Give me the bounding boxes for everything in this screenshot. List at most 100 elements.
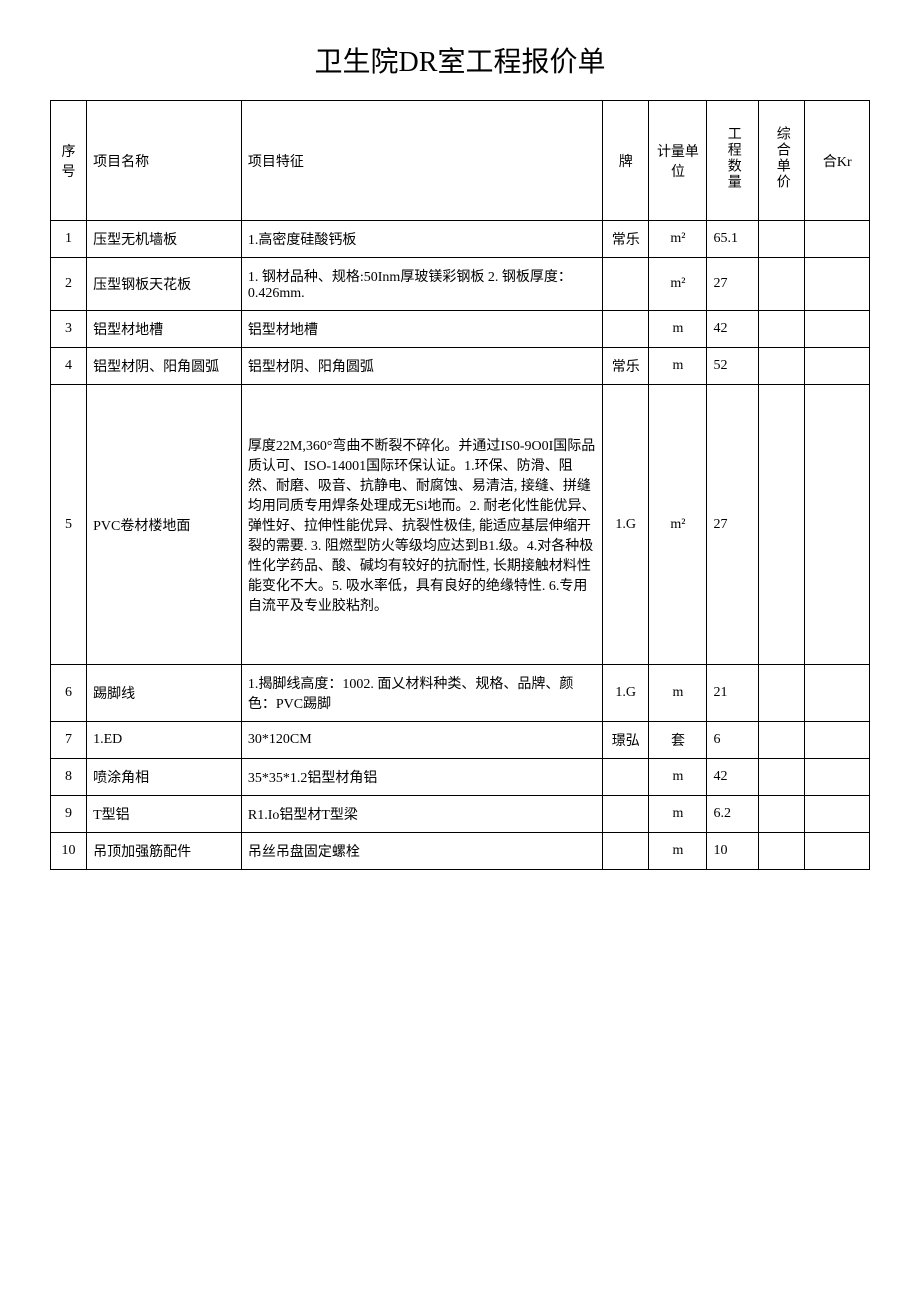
- cell-price: [759, 221, 805, 258]
- cell-seq: 1: [51, 221, 87, 258]
- cell-name: 吊顶加强筋配件: [87, 833, 242, 870]
- header-qty: 工程数量: [707, 101, 759, 221]
- cell-qty: 21: [707, 665, 759, 722]
- table-row: 10 吊顶加强筋配件 吊丝吊盘固定螺栓 m 10: [51, 833, 870, 870]
- cell-seq: 4: [51, 348, 87, 385]
- table-row: 9 T型铝 R1.Io铝型材T型梁 m 6.2: [51, 796, 870, 833]
- cell-seq: 9: [51, 796, 87, 833]
- cell-unit: m: [649, 759, 707, 796]
- cell-seq: 6: [51, 665, 87, 722]
- table-row: 2 压型钢板天花板 1. 钢材品种、规格:50Inm厚玻镁彩钢板 2. 钢板厚度…: [51, 258, 870, 311]
- cell-name: 喷涂角相: [87, 759, 242, 796]
- cell-total: [805, 221, 870, 258]
- cell-qty: 42: [707, 759, 759, 796]
- cell-name: 踢脚线: [87, 665, 242, 722]
- cell-qty: 52: [707, 348, 759, 385]
- cell-seq: 2: [51, 258, 87, 311]
- cell-brand: [603, 311, 649, 348]
- cell-price: [759, 796, 805, 833]
- header-feature: 项目特征: [241, 101, 602, 221]
- cell-unit: m²: [649, 258, 707, 311]
- header-brand: 牌: [603, 101, 649, 221]
- table-row: 5 PVC卷材楼地面 厚度22M,360°弯曲不断裂不碎化。并通过IS0-9O0…: [51, 385, 870, 665]
- cell-price: [759, 665, 805, 722]
- cell-total: [805, 348, 870, 385]
- table-row: 6 踢脚线 1.揭脚线高度：1002. 面乂材料种类、规格、品牌、颜色：PVC踢…: [51, 665, 870, 722]
- cell-seq: 10: [51, 833, 87, 870]
- cell-brand: 常乐: [603, 221, 649, 258]
- cell-price: [759, 833, 805, 870]
- cell-unit: m: [649, 833, 707, 870]
- cell-total: [805, 665, 870, 722]
- table-row: 3 铝型材地槽 铝型材地槽 m 42: [51, 311, 870, 348]
- cell-qty: 42: [707, 311, 759, 348]
- cell-qty: 10: [707, 833, 759, 870]
- cell-qty: 6: [707, 722, 759, 759]
- cell-name: 铝型材地槽: [87, 311, 242, 348]
- cell-brand: [603, 796, 649, 833]
- cell-seq: 7: [51, 722, 87, 759]
- cell-name: 压型无机墙板: [87, 221, 242, 258]
- cell-feature: 30*120CM: [241, 722, 602, 759]
- cell-price: [759, 385, 805, 665]
- cell-total: [805, 311, 870, 348]
- cell-total: [805, 258, 870, 311]
- cell-unit: m: [649, 665, 707, 722]
- cell-qty: 6.2: [707, 796, 759, 833]
- cell-feature: 1. 钢材品种、规格:50Inm厚玻镁彩钢板 2. 钢板厚度：0.426mm.: [241, 258, 602, 311]
- quotation-table: 序号 项目名称 项目特征 牌 计量单位 工程数量 综合单价 合Kr 1 压型无机…: [50, 100, 870, 870]
- cell-unit: m: [649, 348, 707, 385]
- cell-name: T型铝: [87, 796, 242, 833]
- cell-total: [805, 722, 870, 759]
- cell-qty: 27: [707, 258, 759, 311]
- cell-unit: m: [649, 311, 707, 348]
- cell-brand: 1.G: [603, 385, 649, 665]
- cell-unit: 套: [649, 722, 707, 759]
- cell-name: PVC卷材楼地面: [87, 385, 242, 665]
- table-row: 1 压型无机墙板 1.高密度硅酸钙板 常乐 m² 65.1: [51, 221, 870, 258]
- cell-feature: R1.Io铝型材T型梁: [241, 796, 602, 833]
- table-row: 7 1.ED 30*120CM 璟弘 套 6: [51, 722, 870, 759]
- cell-brand: 璟弘: [603, 722, 649, 759]
- cell-feature: 吊丝吊盘固定螺栓: [241, 833, 602, 870]
- cell-brand: [603, 833, 649, 870]
- header-seq: 序号: [51, 101, 87, 221]
- cell-feature: 厚度22M,360°弯曲不断裂不碎化。并通过IS0-9O0I国际品质认可、ISO…: [241, 385, 602, 665]
- cell-name: 压型钢板天花板: [87, 258, 242, 311]
- cell-price: [759, 311, 805, 348]
- cell-seq: 3: [51, 311, 87, 348]
- document-title: 卫生院DR室工程报价单: [50, 40, 870, 80]
- cell-unit: m: [649, 796, 707, 833]
- table-header-row: 序号 项目名称 项目特征 牌 计量单位 工程数量 综合单价 合Kr: [51, 101, 870, 221]
- cell-seq: 5: [51, 385, 87, 665]
- cell-feature: 1.高密度硅酸钙板: [241, 221, 602, 258]
- cell-brand: 1.G: [603, 665, 649, 722]
- cell-feature: 35*35*1.2铝型材角铝: [241, 759, 602, 796]
- cell-feature: 1.揭脚线高度：1002. 面乂材料种类、规格、品牌、颜色：PVC踢脚: [241, 665, 602, 722]
- cell-brand: 常乐: [603, 348, 649, 385]
- cell-price: [759, 759, 805, 796]
- cell-total: [805, 833, 870, 870]
- header-price: 综合单价: [759, 101, 805, 221]
- cell-seq: 8: [51, 759, 87, 796]
- header-total: 合Kr: [805, 101, 870, 221]
- header-name: 项目名称: [87, 101, 242, 221]
- cell-brand: [603, 258, 649, 311]
- cell-qty: 65.1: [707, 221, 759, 258]
- cell-price: [759, 258, 805, 311]
- cell-unit: m²: [649, 221, 707, 258]
- cell-price: [759, 722, 805, 759]
- cell-feature: 铝型材地槽: [241, 311, 602, 348]
- cell-price: [759, 348, 805, 385]
- cell-unit: m²: [649, 385, 707, 665]
- table-row: 8 喷涂角相 35*35*1.2铝型材角铝 m 42: [51, 759, 870, 796]
- cell-name: 铝型材阴、阳角圆弧: [87, 348, 242, 385]
- cell-brand: [603, 759, 649, 796]
- cell-qty: 27: [707, 385, 759, 665]
- cell-total: [805, 385, 870, 665]
- header-unit: 计量单位: [649, 101, 707, 221]
- table-row: 4 铝型材阴、阳角圆弧 铝型材阴、阳角圆弧 常乐 m 52: [51, 348, 870, 385]
- cell-total: [805, 796, 870, 833]
- cell-name: 1.ED: [87, 722, 242, 759]
- cell-feature: 铝型材阴、阳角圆弧: [241, 348, 602, 385]
